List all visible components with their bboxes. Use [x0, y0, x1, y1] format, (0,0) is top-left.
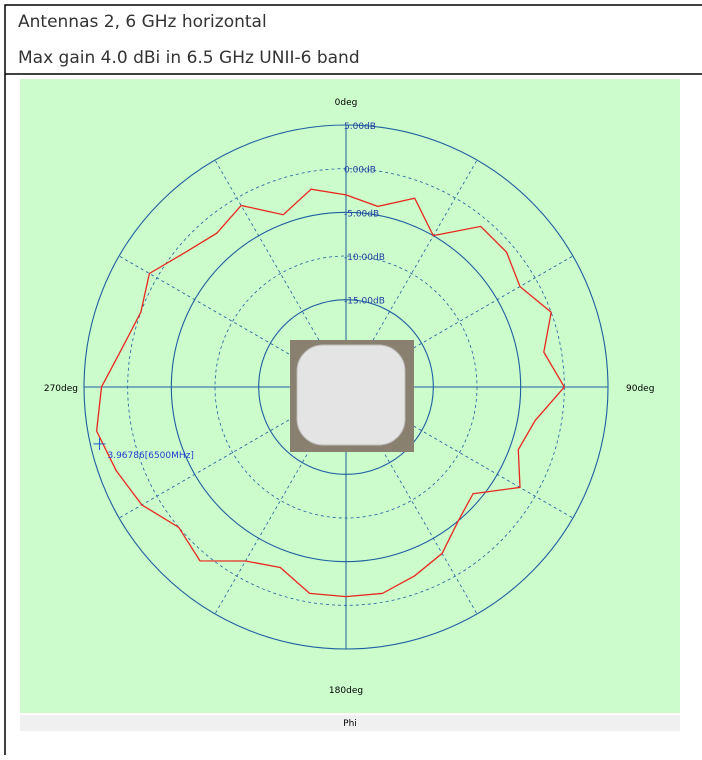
angle-label: 90deg — [626, 384, 654, 394]
angle-label: 270deg — [44, 384, 78, 394]
marker-label: 3.96786[6500MHz] — [107, 451, 193, 461]
r-tick-label: -15.00dB — [344, 297, 385, 307]
r-tick-label: 5.00dB — [344, 122, 376, 132]
polar-plot: 0deg 90deg 180deg 270deg 5.00dB 0.00dB -5.00dB… — [44, 98, 655, 696]
r-tick-label: -10.00dB — [344, 253, 385, 263]
angle-label: 180deg — [329, 686, 363, 696]
header-line: Antennas 2, 6 GHz horizontal — [18, 12, 267, 32]
x-label-bar — [20, 715, 680, 731]
header-line: Max gain 4.0 dBi in 6.5 GHz UNII-6 band — [18, 48, 360, 68]
r-tick-label: -5.00dB — [344, 209, 379, 219]
device — [296, 344, 406, 446]
r-tick-label: 0.00dB — [344, 166, 376, 176]
x-label: Phi — [343, 719, 357, 729]
angle-label: 0deg — [335, 98, 358, 108]
frame — [4, 4, 702, 760]
trace — [95, 188, 566, 598]
